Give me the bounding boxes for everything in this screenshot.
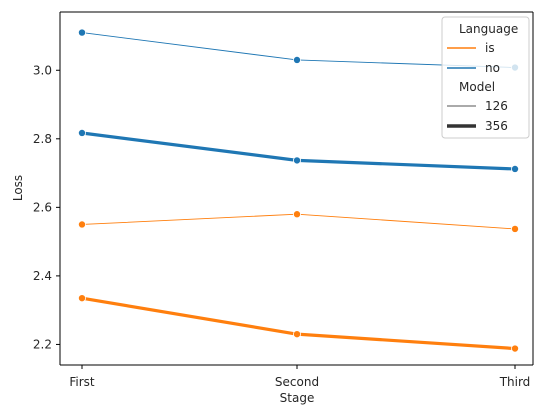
- data-point-is-356: [292, 330, 301, 339]
- data-point-no-126: [292, 55, 301, 64]
- y-tick-label: 2.2: [33, 337, 52, 351]
- data-point-no-356: [78, 128, 87, 137]
- y-tick-label: 2.4: [33, 269, 52, 283]
- data-point-is-356: [510, 344, 519, 353]
- y-axis-label: Loss: [11, 175, 25, 201]
- data-point-no-356: [292, 156, 301, 165]
- y-axis-ticks: 2.2 2.4 2.6 2.8 3.0: [33, 63, 60, 351]
- legend-no-label: no: [485, 61, 500, 75]
- x-tick-label: Second: [275, 375, 319, 389]
- y-tick-label: 2.8: [33, 132, 52, 146]
- data-point-no-126: [78, 28, 87, 37]
- legend-model-title: Model: [459, 80, 495, 94]
- series-line-is-356: [81, 296, 516, 351]
- legend-126-label: 126: [485, 99, 508, 113]
- legend-is-label: is: [485, 41, 495, 55]
- data-point-no-356: [510, 164, 519, 173]
- legend-language-title: Language: [459, 22, 518, 36]
- y-tick-label: 2.6: [33, 200, 52, 214]
- x-tick-label: First: [69, 375, 95, 389]
- legend-356-label: 356: [485, 119, 508, 133]
- y-tick-label: 3.0: [33, 63, 52, 77]
- axes-frame: [59, 11, 534, 366]
- data-point-is-356: [78, 294, 87, 303]
- data-point-is-126: [292, 210, 301, 219]
- data-point-is-126: [78, 220, 87, 229]
- x-axis-ticks: First Second Third: [69, 365, 530, 389]
- x-axis-label: Stage: [280, 391, 315, 405]
- legend: Language is no Model 126 356: [441, 16, 530, 139]
- data-point-is-126: [510, 224, 519, 233]
- x-tick-label: Third: [499, 375, 531, 389]
- series-layer: [78, 28, 519, 353]
